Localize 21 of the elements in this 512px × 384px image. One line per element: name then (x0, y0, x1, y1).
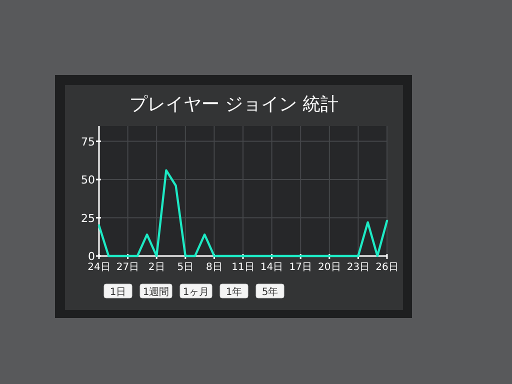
text: 1週間 (142, 287, 170, 298)
x-tick-label: 5日 (177, 262, 194, 273)
y-tick-label: 25 (81, 212, 95, 225)
x-tick-label: 8日 (206, 262, 222, 273)
y-tick-label: 75 (81, 135, 95, 148)
x-tick-label: 14日 (260, 262, 284, 273)
text: 5年 (262, 286, 278, 298)
x-tick-label: 20日 (318, 262, 341, 273)
x-tick-label: 23日 (346, 262, 370, 273)
text: 1ヶ月 (182, 287, 210, 298)
chart-title: プレイヤー ジョイン 統計 (129, 94, 339, 115)
x-tick-label: 24日 (88, 262, 110, 273)
x-tick-label: 2日 (148, 262, 165, 273)
text: 1年 (226, 286, 242, 298)
y-tick-label: 50 (81, 174, 95, 187)
x-tick-label: 27日 (116, 262, 140, 273)
x-tick-label: 11日 (232, 262, 254, 273)
text: 1日 (110, 287, 126, 298)
x-tick-label: 26日 (376, 262, 398, 273)
x-tick-label: 17日 (289, 262, 312, 273)
y-tick-label: 0 (88, 250, 95, 263)
